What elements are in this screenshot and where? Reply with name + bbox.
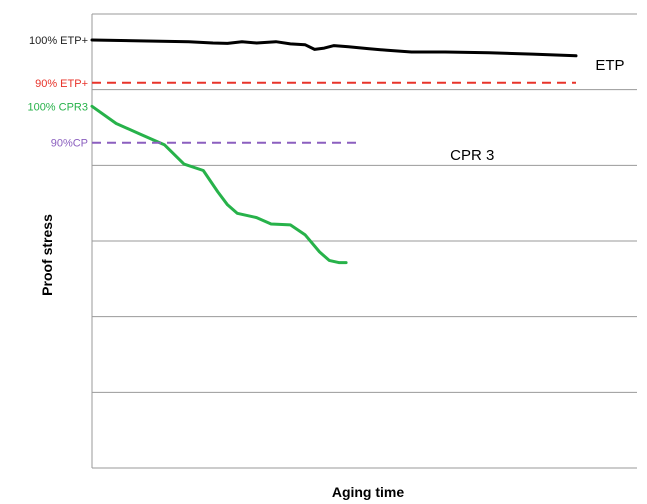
series-label: CPR 3 [450, 147, 494, 164]
series-lines [90, 38, 578, 265]
reference-label: 90%CP [51, 138, 88, 150]
axes [91, 14, 637, 469]
x-axis-label: Aging time [332, 484, 405, 500]
y-axis-label: Proof stress [39, 214, 55, 296]
series-labels: ETP CPR 3 [450, 57, 624, 164]
reference-label: 100% CPR3 [27, 101, 88, 113]
grid-lines [92, 13, 637, 393]
series-line-etp [90, 38, 578, 58]
series-line-cpr-3 [90, 104, 348, 265]
reference-label: 100% ETP+ [29, 35, 88, 47]
series-label: ETP [595, 57, 624, 74]
reference-labels: 100% ETP+ 90% ETP+ 100% CPR3 90%CP [27, 35, 88, 150]
reference-label: 90% ETP+ [35, 78, 88, 90]
